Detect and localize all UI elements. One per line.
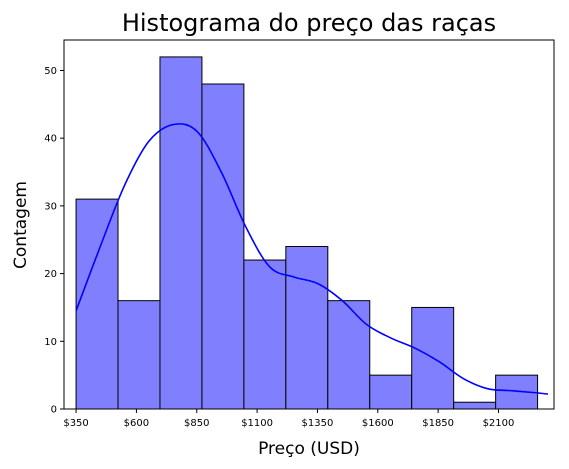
histogram-bar [117, 300, 161, 410]
y-tick-label: 10 [44, 337, 57, 348]
y-tick-label: 20 [44, 269, 57, 280]
x-axis-ticks: $350 $600 $850 $1100 $1350 $1600 $1850 $2100 [63, 409, 514, 429]
histogram-bar [201, 83, 245, 410]
histogram-bar [327, 300, 371, 410]
histogram-bar [159, 56, 203, 410]
histogram-bar [243, 259, 287, 410]
kde-group [75, 123, 549, 395]
x-tick-label: $1600 [362, 418, 394, 429]
y-tick-label: 0 [51, 405, 57, 416]
x-tick-label: $1350 [302, 418, 334, 429]
x-tick-label: $1100 [241, 418, 273, 429]
x-tick-label: $2100 [483, 418, 515, 429]
histogram-bar [285, 246, 329, 410]
histogram-bar [75, 198, 119, 410]
chart-title: Histograma do preço das raças [122, 9, 496, 37]
plot-frame [63, 39, 555, 410]
y-tick-label: 50 [44, 66, 57, 77]
y-axis-ticks: 0 10 20 30 40 50 [44, 66, 64, 416]
x-tick-label: $350 [63, 418, 88, 429]
bars-group [75, 56, 539, 410]
y-tick-label: 40 [44, 134, 57, 145]
histogram-bar [453, 401, 497, 410]
x-tick-label: $1850 [422, 418, 454, 429]
x-axis-title: Preço (USD) [258, 439, 360, 459]
x-tick-label: $600 [124, 418, 149, 429]
histogram-bar [369, 374, 413, 410]
kde-line [75, 123, 549, 395]
y-tick-label: 30 [44, 201, 57, 212]
x-tick-label: $850 [184, 418, 209, 429]
y-axis-title: Contagem [11, 181, 31, 269]
